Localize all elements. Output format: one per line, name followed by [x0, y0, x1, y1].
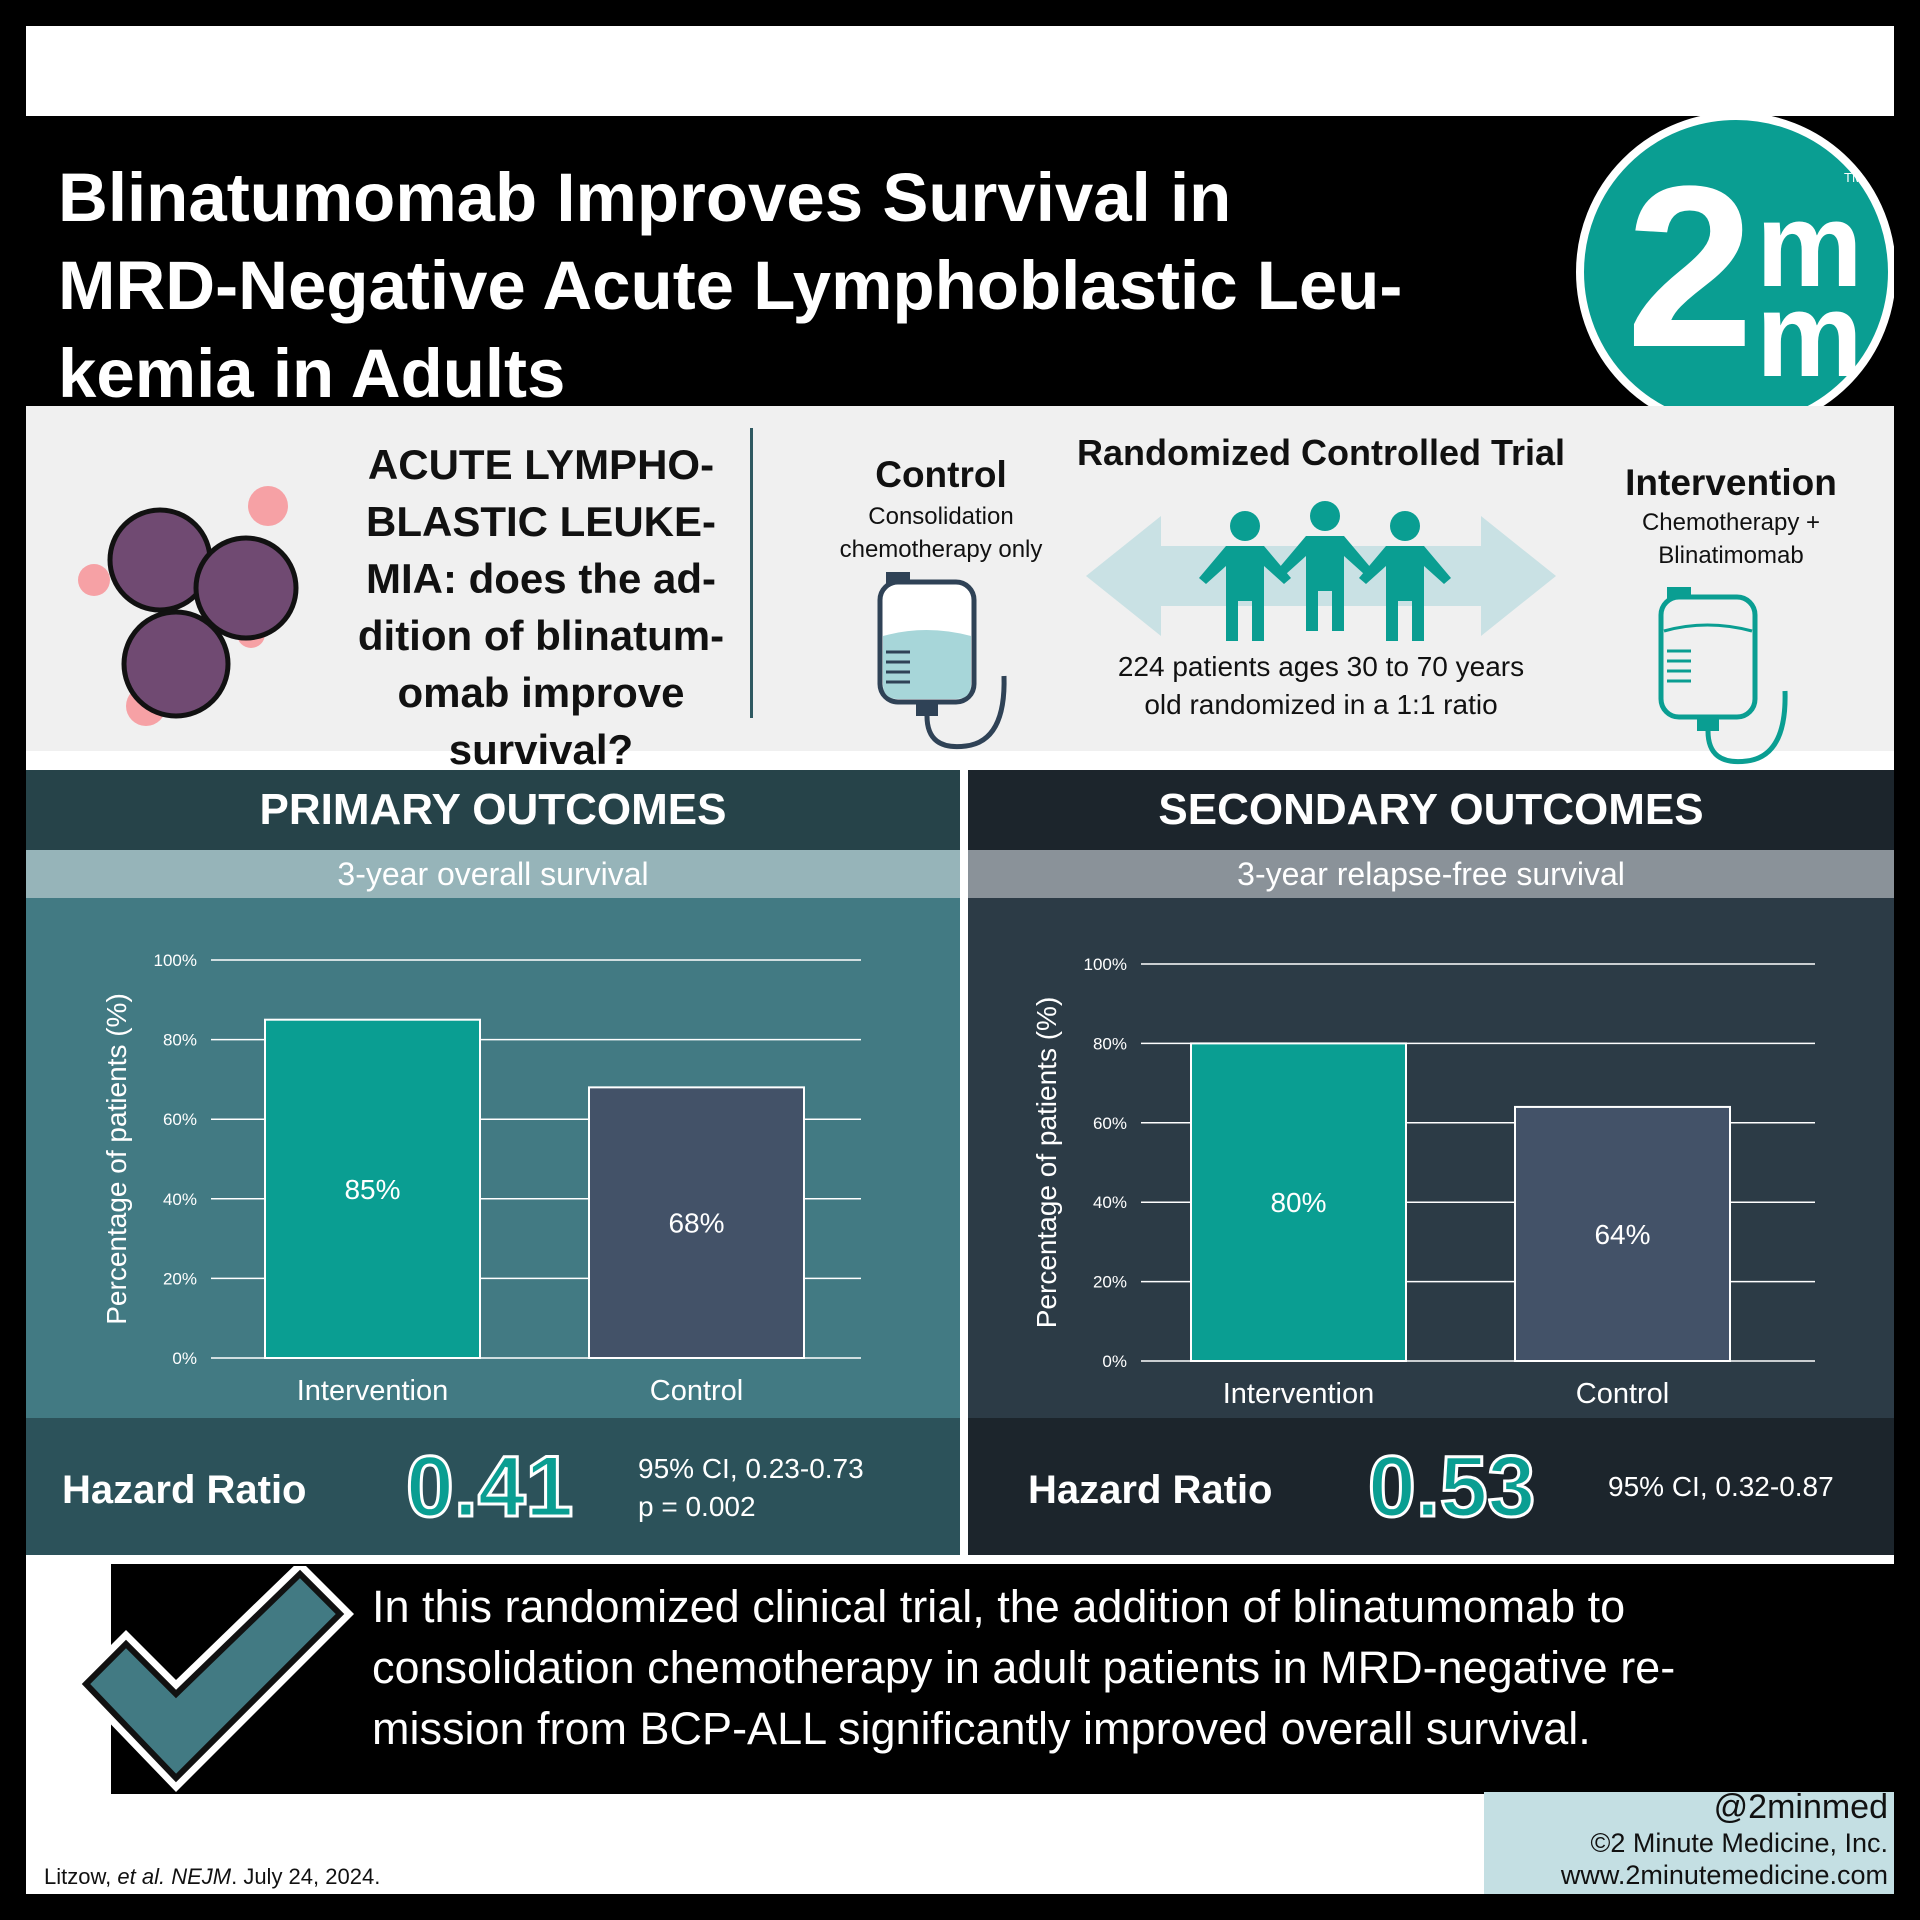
citation: Litzow, et al. NEJM. July 24, 2024.: [44, 1864, 380, 1890]
y-tick-label: 0%: [1102, 1352, 1127, 1371]
y-tick-label: 20%: [163, 1269, 197, 1288]
data-label: 68%: [668, 1208, 724, 1239]
hazard-ratio-label: Hazard Ratio: [62, 1468, 307, 1512]
brand-logo: 2 m m TM: [1576, 112, 1894, 432]
control-label: Control: [875, 454, 1007, 495]
leukemia-cells-icon: [78, 486, 299, 726]
overall-survival-chart: 0% 20% 40% 60% 80% 100% Percentage of patients…: [101, 951, 861, 1407]
logo-letter: m: [1756, 268, 1863, 402]
panel-subheading: 3-year overall survival: [26, 850, 960, 898]
secondary-outcomes-panel: SECONDARY OUTCOMES 3-year relapse-free s…: [968, 770, 1894, 1555]
y-tick-label: 20%: [1093, 1273, 1127, 1292]
x-tick-label: Control: [650, 1375, 744, 1407]
bar: [588, 1086, 805, 1360]
citation-date: . July 24, 2024.: [231, 1864, 381, 1889]
y-tick-label: 80%: [1093, 1034, 1127, 1053]
patients-icon: [1199, 501, 1451, 641]
bar: [1514, 1105, 1731, 1362]
conclusion-line: mission from BCP-ALL significantly impro…: [372, 1703, 1591, 1754]
question-line: dition of blinatum-: [357, 612, 725, 659]
hazard-ratio-stats: 95% CI, 0.23-0.73 p = 0.002: [638, 1450, 864, 1526]
divider: [750, 428, 753, 718]
conclusion-line: consolidation chemotherapy in adult pati…: [372, 1642, 1676, 1693]
question-line: MIA: does the ad-: [365, 555, 716, 602]
logo-letter: m: [1756, 178, 1863, 312]
y-tick-label: 0%: [172, 1349, 197, 1368]
y-tick-label: 60%: [1093, 1114, 1127, 1133]
hazard-ratio-value: 0.41: [404, 1438, 574, 1537]
y-tick-label: 60%: [163, 1110, 197, 1129]
patients-line: 224 patients ages 30 to 70 years: [1117, 651, 1525, 682]
iv-bag-icon: [877, 572, 1007, 750]
intervention-description: Chemotherapy + Blinatimomab: [1571, 506, 1891, 572]
hazard-ratio-stats: 95% CI, 0.32-0.87: [1608, 1468, 1834, 1506]
panel-heading: SECONDARY OUTCOMES: [968, 770, 1894, 850]
y-tick-label: 80%: [163, 1031, 197, 1050]
x-tick-label: Intervention: [297, 1375, 449, 1407]
data-label: 80%: [1270, 1187, 1326, 1218]
data-label: 85%: [344, 1174, 400, 1205]
question-line: omab improve: [397, 669, 685, 716]
y-tick-label: 100%: [1084, 955, 1127, 974]
copyright: ©2 Minute Medicine, Inc.: [1590, 1828, 1888, 1858]
confidence-interval: 95% CI, 0.23-0.73: [638, 1453, 864, 1484]
social-handle: @2minmed: [1713, 1788, 1888, 1826]
page-title: Blinatumomab Improves Survival in MRD-Ne…: [58, 154, 1558, 418]
patients-line: old randomized in a 1:1 ratio: [1144, 689, 1498, 720]
hazard-ratio-footer: Hazard Ratio 0.41 95% CI, 0.23-0.73 p = …: [26, 1418, 960, 1555]
bar: [1190, 1042, 1407, 1362]
intervention-label: Intervention: [1625, 462, 1837, 503]
x-tick-label: Control: [1576, 1378, 1670, 1410]
brand-box: [1484, 1792, 1894, 1894]
hazard-ratio-footer: Hazard Ratio 0.53 95% CI, 0.32-0.87: [968, 1418, 1894, 1555]
y-axis-label: Percentage of patients (%): [1031, 997, 1062, 1329]
patients-description: 224 patients ages 30 to 70 years old ran…: [1061, 648, 1581, 724]
y-tick-label: 40%: [163, 1190, 197, 1209]
bar: [264, 1018, 481, 1359]
hazard-ratio-value: 0.53: [1366, 1438, 1536, 1537]
checkmark-icon: [72, 1566, 354, 1792]
question-line: survival?: [448, 726, 634, 773]
hazard-ratio-label: Hazard Ratio: [1028, 1468, 1273, 1512]
conclusion-line: In this randomized clinical trial, the a…: [372, 1581, 1626, 1632]
research-question: ACUTE LYMPHO- BLASTIC LEUKE- MIA: does t…: [316, 436, 766, 778]
citation-journal: NEJM: [171, 1864, 232, 1889]
question-line: ACUTE LYMPHO-: [367, 441, 715, 488]
y-axis-label: Percentage of patients (%): [101, 993, 132, 1325]
y-tick-label: 100%: [154, 951, 197, 970]
title-line: kemia in Adults: [58, 335, 566, 412]
bidirectional-arrow-icon: [1086, 501, 1556, 641]
data-label: 64%: [1594, 1219, 1650, 1250]
intervention-desc-line: Chemotherapy +: [1641, 509, 1821, 536]
website: www.2minutemedicine.com: [1560, 1860, 1888, 1890]
logo-number: 2: [1626, 138, 1754, 395]
intervention-desc-line: Blinatimomab: [1658, 542, 1804, 569]
question-line: BLASTIC LEUKE-: [366, 498, 716, 545]
citation-etal: et al.: [117, 1864, 166, 1889]
primary-outcomes-panel: PRIMARY OUTCOMES 3-year overall survival…: [26, 770, 960, 1555]
citation-authors: Litzow,: [44, 1864, 118, 1889]
confidence-interval: 95% CI, 0.32-0.87: [1608, 1471, 1834, 1502]
panel-subheading: 3-year relapse-free survival: [968, 850, 1894, 898]
panel-heading: PRIMARY OUTCOMES: [26, 770, 960, 850]
conclusion-text: In this randomized clinical trial, the a…: [372, 1576, 1872, 1759]
x-tick-label: Intervention: [1223, 1378, 1375, 1410]
control-desc-line: Consolidation: [868, 503, 1014, 530]
y-tick-label: 40%: [1093, 1193, 1127, 1212]
title-line: Blinatumomab Improves Survival in: [58, 159, 1232, 236]
control-desc-line: chemotherapy only: [839, 536, 1043, 563]
iv-bag-icon: [1658, 587, 1788, 765]
trial-design-label: Randomized Controlled Trial: [1076, 432, 1566, 473]
relapse-free-survival-chart: 0% 20% 40% 60% 80% 100% Percentage of patients…: [1031, 955, 1815, 1410]
infographic-frame: Blinatumomab Improves Survival in MRD-Ne…: [26, 26, 1894, 1894]
control-description: Consolidation chemotherapy only: [796, 500, 1086, 566]
title-line: MRD-Negative Acute Lymphoblastic Leu-: [58, 247, 1403, 324]
conclusion-box: [111, 1564, 1894, 1794]
logo-trademark: TM: [1844, 170, 1863, 185]
p-value: p = 0.002: [638, 1491, 756, 1522]
